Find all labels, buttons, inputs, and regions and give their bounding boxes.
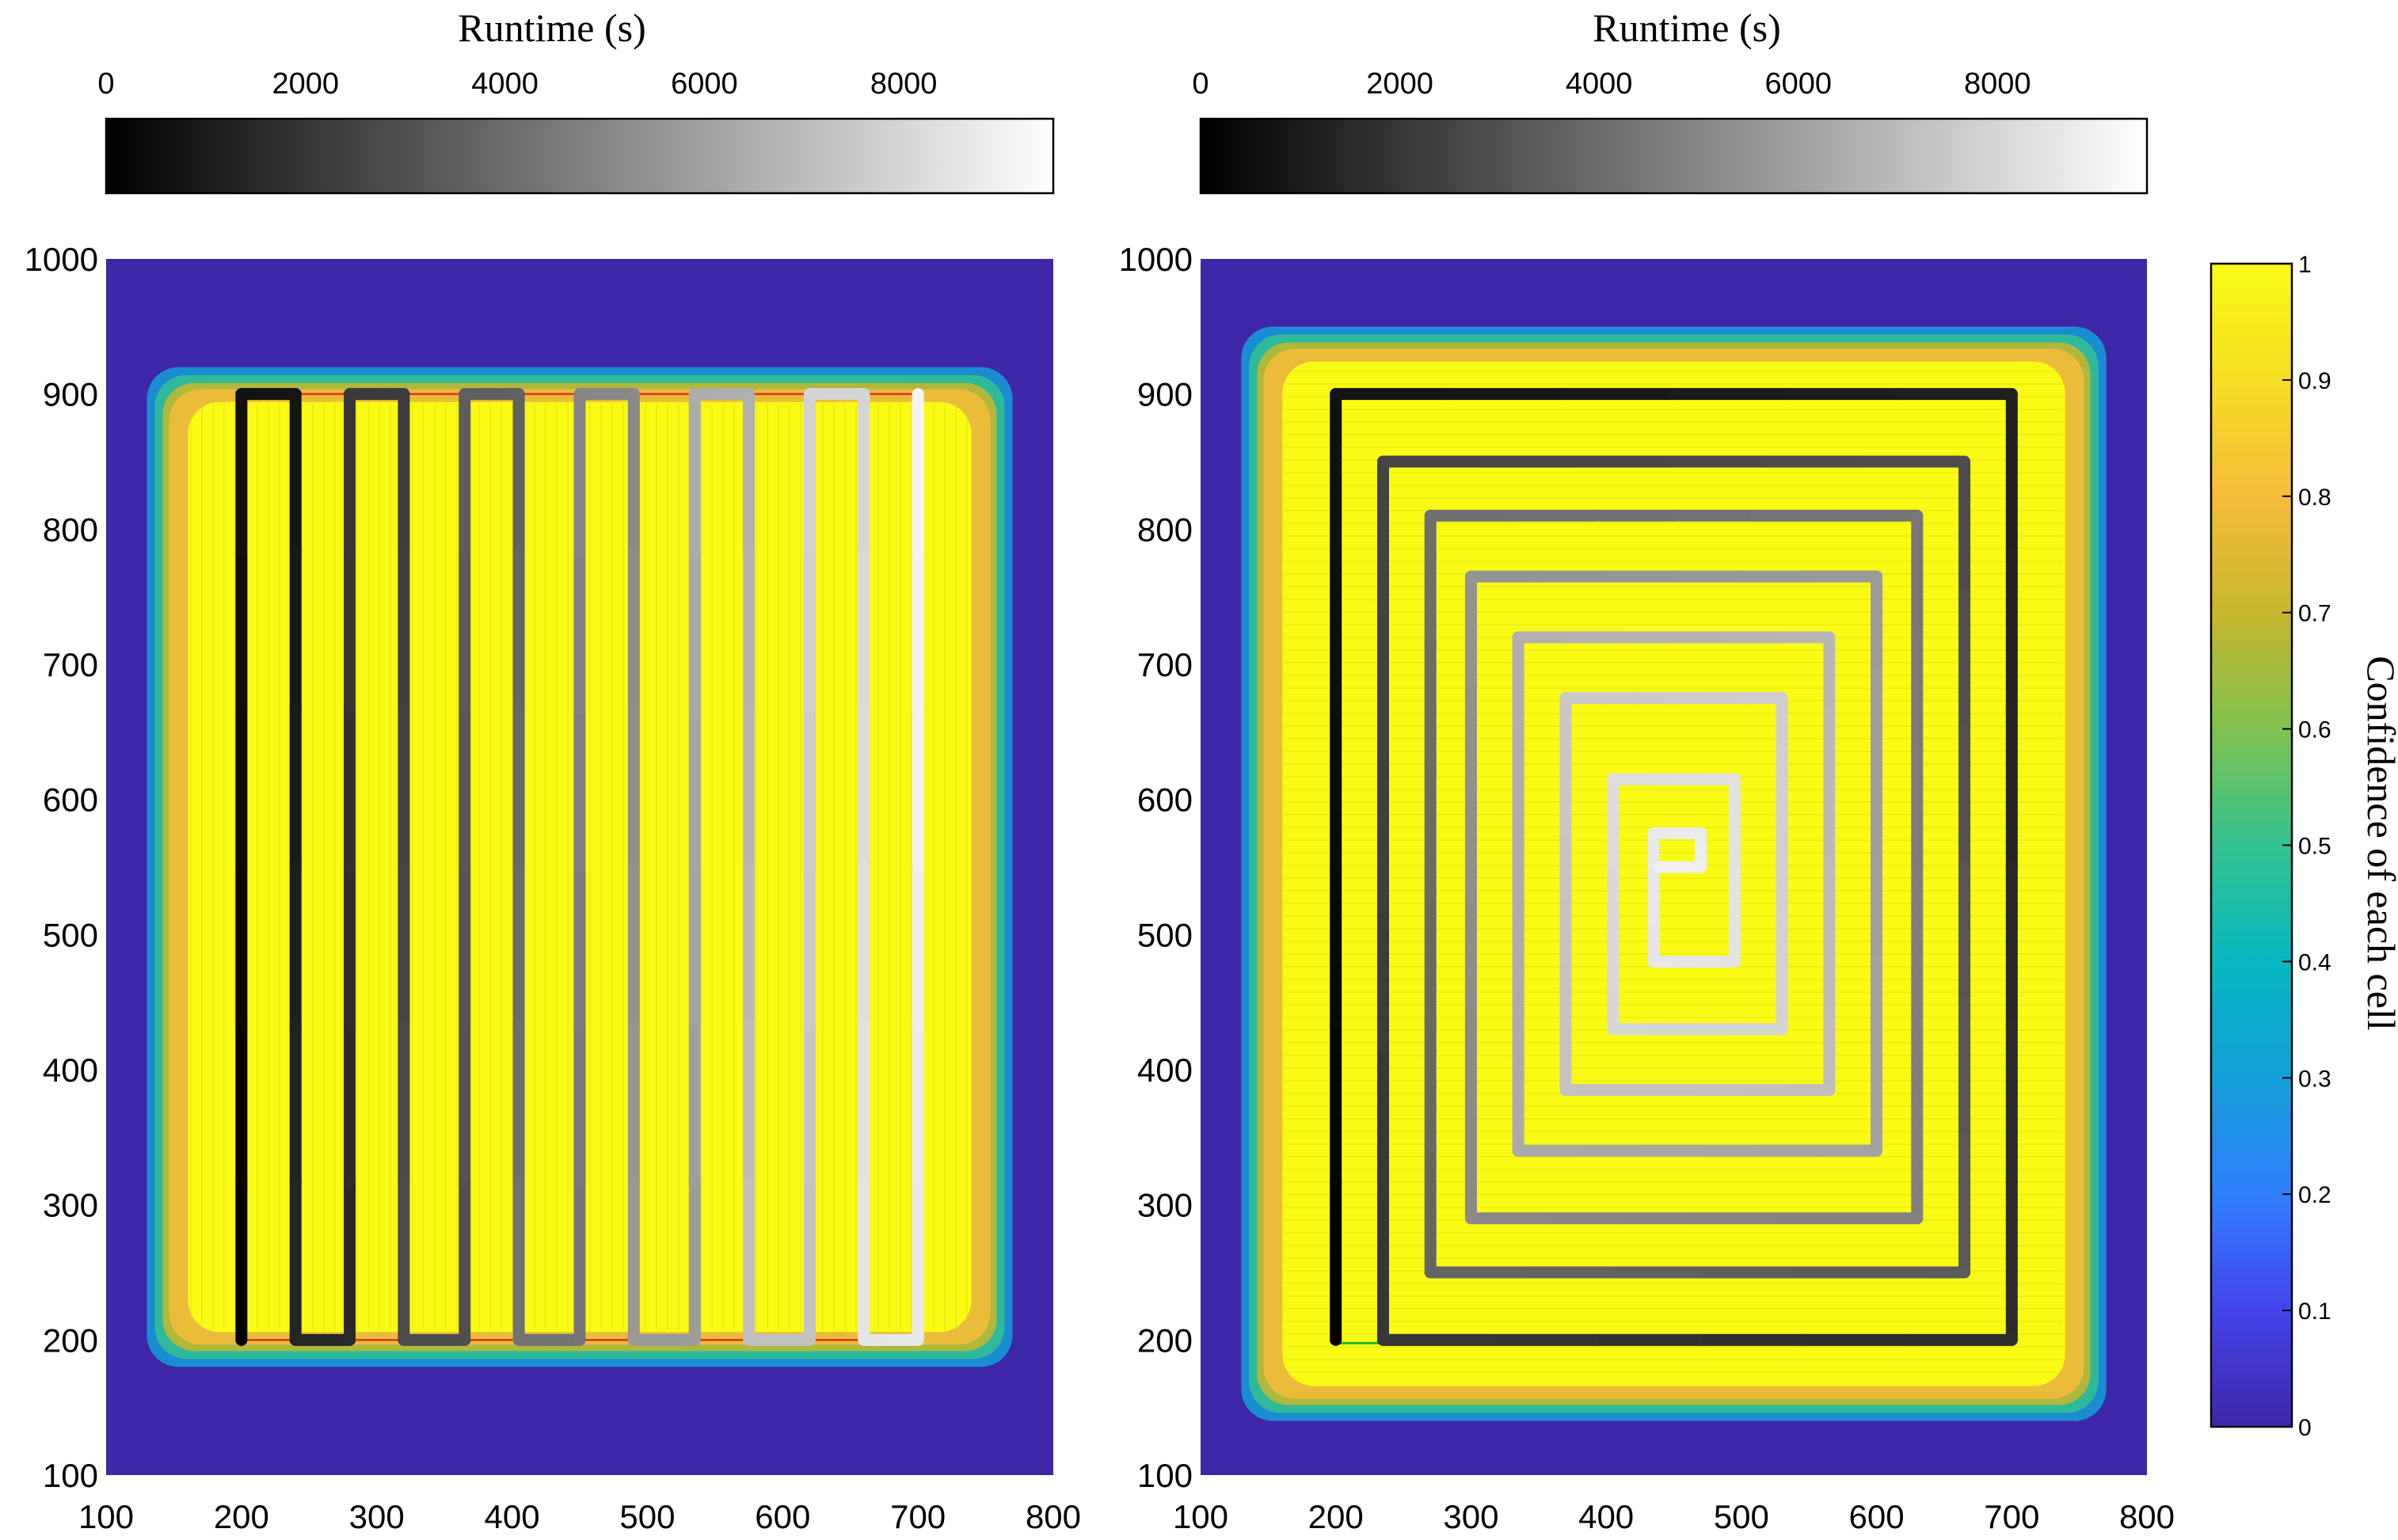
confidence-tick-label: 0.2 — [2298, 1182, 2331, 1208]
x-tick-label: 700 — [890, 1498, 946, 1535]
y-tick-label: 400 — [43, 1051, 98, 1089]
runtime-colorbar-title-right: Runtime (s) — [1593, 6, 1780, 50]
runtime-colorbar-ticks-left: 0 2000 4000 6000 8000 — [97, 67, 937, 127]
x-tick-label: 500 — [619, 1498, 675, 1535]
y-tick-label: 900 — [1137, 376, 1193, 413]
x-tick-label: 300 — [1443, 1498, 1498, 1535]
runtime-tick-label: 0 — [97, 67, 114, 101]
y-tick-label: 800 — [43, 511, 98, 548]
x-tick-label: 500 — [1714, 1498, 1769, 1535]
confidence-tick-label: 0.1 — [2298, 1299, 2331, 1325]
x-tick-label: 800 — [1026, 1498, 1081, 1535]
confidence-tick-label: 0.8 — [2298, 485, 2331, 511]
x-tick-label: 400 — [485, 1498, 540, 1535]
y-tick-label: 700 — [1137, 646, 1193, 683]
robot-path-right — [1330, 388, 2018, 1346]
x-tick-label: 400 — [1578, 1498, 1634, 1535]
x-axis-ticks-left: 100 200 300 400 500 600 700 800 — [78, 1498, 1081, 1535]
confidence-tick-label: 0.6 — [2298, 717, 2331, 743]
plot-area-right — [1201, 259, 2147, 1475]
y-tick-label: 800 — [1137, 511, 1193, 548]
confidence-colorbar-group: 0 0.1 0.2 0.3 0.4 0.5 0.6 0.7 0.8 0.9 1 Confidence… — [2210, 252, 2398, 1441]
confidence-tick-label: 1 — [2298, 252, 2312, 278]
y-tick-label: 200 — [1137, 1321, 1193, 1359]
runtime-tick-label: 6000 — [671, 67, 738, 101]
y-tick-label: 700 — [43, 646, 98, 683]
x-tick-label: 200 — [1308, 1498, 1364, 1535]
left-panel: Runtime (s) 0 2000 4000 6000 8000 100 200 300 4… — [25, 6, 1081, 1535]
x-tick-label: 700 — [1984, 1498, 2039, 1535]
confidence-colorbar-label: Confidence of each cell — [2359, 656, 2398, 1030]
runtime-tick-label: 6000 — [1764, 67, 1832, 101]
x-axis-ticks-right: 100 200 300 400 500 600 700 800 — [1173, 1498, 2175, 1535]
runtime-tick-label: 8000 — [1964, 67, 2031, 101]
y-tick-label: 500 — [1137, 916, 1193, 953]
y-tick-label: 200 — [43, 1321, 98, 1359]
x-tick-label: 600 — [755, 1498, 810, 1535]
x-tick-label: 100 — [1173, 1498, 1228, 1535]
x-tick-label: 800 — [2119, 1498, 2175, 1535]
y-tick-label: 100 — [43, 1457, 98, 1494]
confidence-tick-label: 0.9 — [2298, 368, 2331, 394]
confidence-tick-label: 0.5 — [2298, 834, 2331, 860]
runtime-colorbar-right — [1199, 117, 2149, 195]
runtime-tick-label: 8000 — [870, 67, 938, 101]
x-tick-label: 600 — [1849, 1498, 1905, 1535]
y-tick-label: 1000 — [1119, 241, 1193, 278]
x-tick-label: 200 — [214, 1498, 269, 1535]
y-tick-label: 900 — [43, 376, 98, 413]
confidence-tick-label: 0.7 — [2298, 601, 2331, 627]
y-tick-label: 600 — [1137, 781, 1193, 819]
y-axis-ticks-right: 100 200 300 400 500 600 700 800 900 1000 — [1119, 241, 1193, 1494]
y-tick-label: 500 — [43, 916, 98, 953]
runtime-tick-label: 4000 — [471, 67, 539, 101]
robot-path-left — [235, 388, 924, 1346]
confidence-colorbar-ticks: 0 0.1 0.2 0.3 0.4 0.5 0.6 0.7 0.8 0.9 1 — [2282, 252, 2331, 1441]
right-panel: Runtime (s) 0 2000 4000 6000 8000 100 200 300 4… — [1119, 6, 2175, 1535]
plot-area-left — [106, 259, 1053, 1475]
runtime-colorbar-left — [105, 117, 1055, 195]
y-tick-label: 1000 — [25, 241, 98, 278]
runtime-colorbar-ticks-right: 0 2000 4000 6000 8000 — [1192, 67, 2031, 127]
confidence-tick-label: 0 — [2298, 1415, 2312, 1441]
runtime-tick-label: 2000 — [272, 67, 340, 101]
y-tick-label: 400 — [1137, 1051, 1193, 1089]
runtime-tick-label: 0 — [1192, 67, 1209, 101]
runtime-tick-label: 2000 — [1366, 67, 1433, 101]
x-tick-label: 300 — [349, 1498, 405, 1535]
confidence-tick-label: 0.4 — [2298, 949, 2331, 975]
runtime-colorbar-title-left: Runtime (s) — [458, 6, 645, 50]
y-tick-label: 300 — [43, 1187, 98, 1224]
y-tick-label: 100 — [1137, 1457, 1193, 1494]
y-axis-ticks-left: 100 200 300 400 500 600 700 800 900 1000 — [25, 241, 98, 1494]
confidence-colorbar — [2210, 262, 2293, 1428]
runtime-tick-label: 4000 — [1566, 67, 1633, 101]
y-tick-label: 600 — [43, 781, 98, 819]
x-tick-label: 100 — [78, 1498, 134, 1535]
confidence-tick-label: 0.3 — [2298, 1066, 2331, 1092]
y-tick-label: 300 — [1137, 1187, 1193, 1224]
